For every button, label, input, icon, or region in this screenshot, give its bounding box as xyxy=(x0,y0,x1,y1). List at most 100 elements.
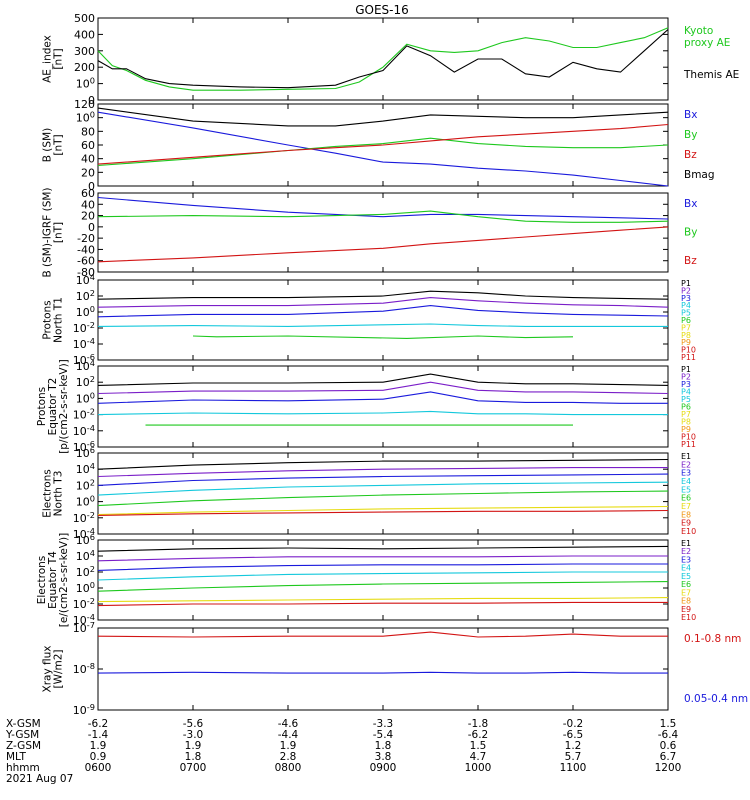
x-axis-value: 1.9 xyxy=(185,740,202,752)
x-axis-row-label: MLT xyxy=(6,751,26,763)
y-tick-label: 100 xyxy=(76,390,95,405)
legend-label: E10 xyxy=(681,527,696,536)
y-tick-label: 40 xyxy=(81,198,95,211)
legend-label: P11 xyxy=(681,440,696,449)
y-tick-label: 10-2 xyxy=(73,510,95,525)
chart-title: GOES-16 xyxy=(355,3,409,17)
y-axis-title: North T3 xyxy=(53,471,65,517)
y-tick-label: 10-4 xyxy=(73,612,95,627)
legend-label: E3 xyxy=(681,555,691,564)
legend-label: Bz xyxy=(684,149,697,161)
legend-label: E10 xyxy=(681,613,696,622)
y-tick-label: 0 xyxy=(88,94,95,107)
x-axis-value: 5.7 xyxy=(565,751,582,763)
y-tick-label: 10-2 xyxy=(73,596,95,611)
legend-label: By xyxy=(684,129,697,141)
panel-frame xyxy=(97,279,669,361)
y-axis-title: Protons xyxy=(36,387,48,426)
legend-label: P5 xyxy=(681,309,691,318)
series-line xyxy=(97,290,669,300)
legend-label: E8 xyxy=(681,597,691,606)
y-tick-label: 0 xyxy=(88,221,95,234)
y-tick-label: 10-7 xyxy=(73,620,95,635)
x-axis-value: 1100 xyxy=(560,762,587,774)
x-axis-value: 3.8 xyxy=(375,751,392,763)
y-tick-label: 20 xyxy=(81,210,95,223)
y-axis-title: Equator T2 xyxy=(47,378,59,436)
legend-label: E7 xyxy=(681,588,691,597)
panel-frame xyxy=(97,539,669,621)
y-tick-label: 10-6 xyxy=(73,439,95,454)
legend-label: P9 xyxy=(681,425,691,434)
legend-label: P11 xyxy=(681,353,696,362)
series-line xyxy=(97,137,669,167)
legend-label: E9 xyxy=(681,519,691,528)
legend-label: P3 xyxy=(681,294,691,303)
series-line xyxy=(97,481,669,496)
series-line xyxy=(97,545,669,552)
y-tick-label: 20 xyxy=(81,166,95,179)
series-line xyxy=(97,410,668,416)
series-line xyxy=(97,631,668,638)
series-line xyxy=(97,123,669,165)
series-line xyxy=(97,111,669,187)
series-line xyxy=(97,555,668,562)
y-tick-label: 104 xyxy=(76,548,95,563)
y-axis-title: North T1 xyxy=(53,297,65,343)
y-tick-label: -20 xyxy=(77,232,95,245)
legend-label: P7 xyxy=(681,410,691,419)
x-axis-value: -3.3 xyxy=(373,718,394,730)
legend-label: Themis AE xyxy=(683,69,739,81)
y-tick-label: 104 xyxy=(76,461,95,476)
y-axis-title: [W/m2] xyxy=(53,649,65,688)
x-axis-value: 0.6 xyxy=(660,740,677,752)
y-tick-label: 10-4 xyxy=(73,526,95,541)
series-line xyxy=(97,473,669,486)
series-line xyxy=(97,597,669,603)
series-line xyxy=(97,505,669,516)
x-axis-value: 1.8 xyxy=(185,751,202,763)
series-line xyxy=(97,381,669,395)
legend-label: proxy AE xyxy=(684,37,730,49)
legend-label: Bmag xyxy=(684,169,715,181)
series-line xyxy=(97,210,669,223)
y-tick-label: 60 xyxy=(81,187,95,200)
y-axis-title: B (SM)-IGRF (SM) xyxy=(42,187,54,277)
x-axis-value: 0800 xyxy=(275,762,302,774)
legend-label: P4 xyxy=(681,301,691,310)
y-axis-title: [nT] xyxy=(53,222,65,243)
legend-label: P8 xyxy=(681,418,691,427)
y-tick-label: -60 xyxy=(77,255,95,268)
y-tick-label: 100 xyxy=(76,110,95,125)
y-tick-label: 60 xyxy=(81,139,95,152)
legend-label: P8 xyxy=(681,331,691,340)
series-line xyxy=(97,391,668,404)
panel-8: 10-9 10-8 10-7 Xray flux [W/m2] 0.1-0.8 nm 0.0… xyxy=(42,620,749,717)
x-axis-value: 6.7 xyxy=(660,751,677,763)
x-axis-value: -4.6 xyxy=(278,718,299,730)
x-axis-row-label: hhmm xyxy=(6,762,40,774)
series-line xyxy=(97,509,669,516)
y-tick-label: 102 xyxy=(76,288,95,303)
legend-label: P2 xyxy=(681,286,691,295)
legend-label: P10 xyxy=(681,346,696,355)
legend-label: E1 xyxy=(681,452,691,461)
y-tick-label: 104 xyxy=(76,358,95,373)
series-line xyxy=(97,581,669,592)
y-tick-label: 300 xyxy=(74,45,95,58)
legend-label: P1 xyxy=(681,365,691,374)
y-axis-title: Xray flux xyxy=(42,646,54,693)
legend-label: By xyxy=(684,227,697,239)
legend-label: E2 xyxy=(681,547,691,556)
x-axis-value: -6.2 xyxy=(88,718,109,730)
x-axis-value: 2.8 xyxy=(280,751,297,763)
y-tick-label: 400 xyxy=(74,28,95,41)
y-axis-title: AE_index xyxy=(42,35,54,83)
y-axis-title: Electrons xyxy=(42,469,54,518)
